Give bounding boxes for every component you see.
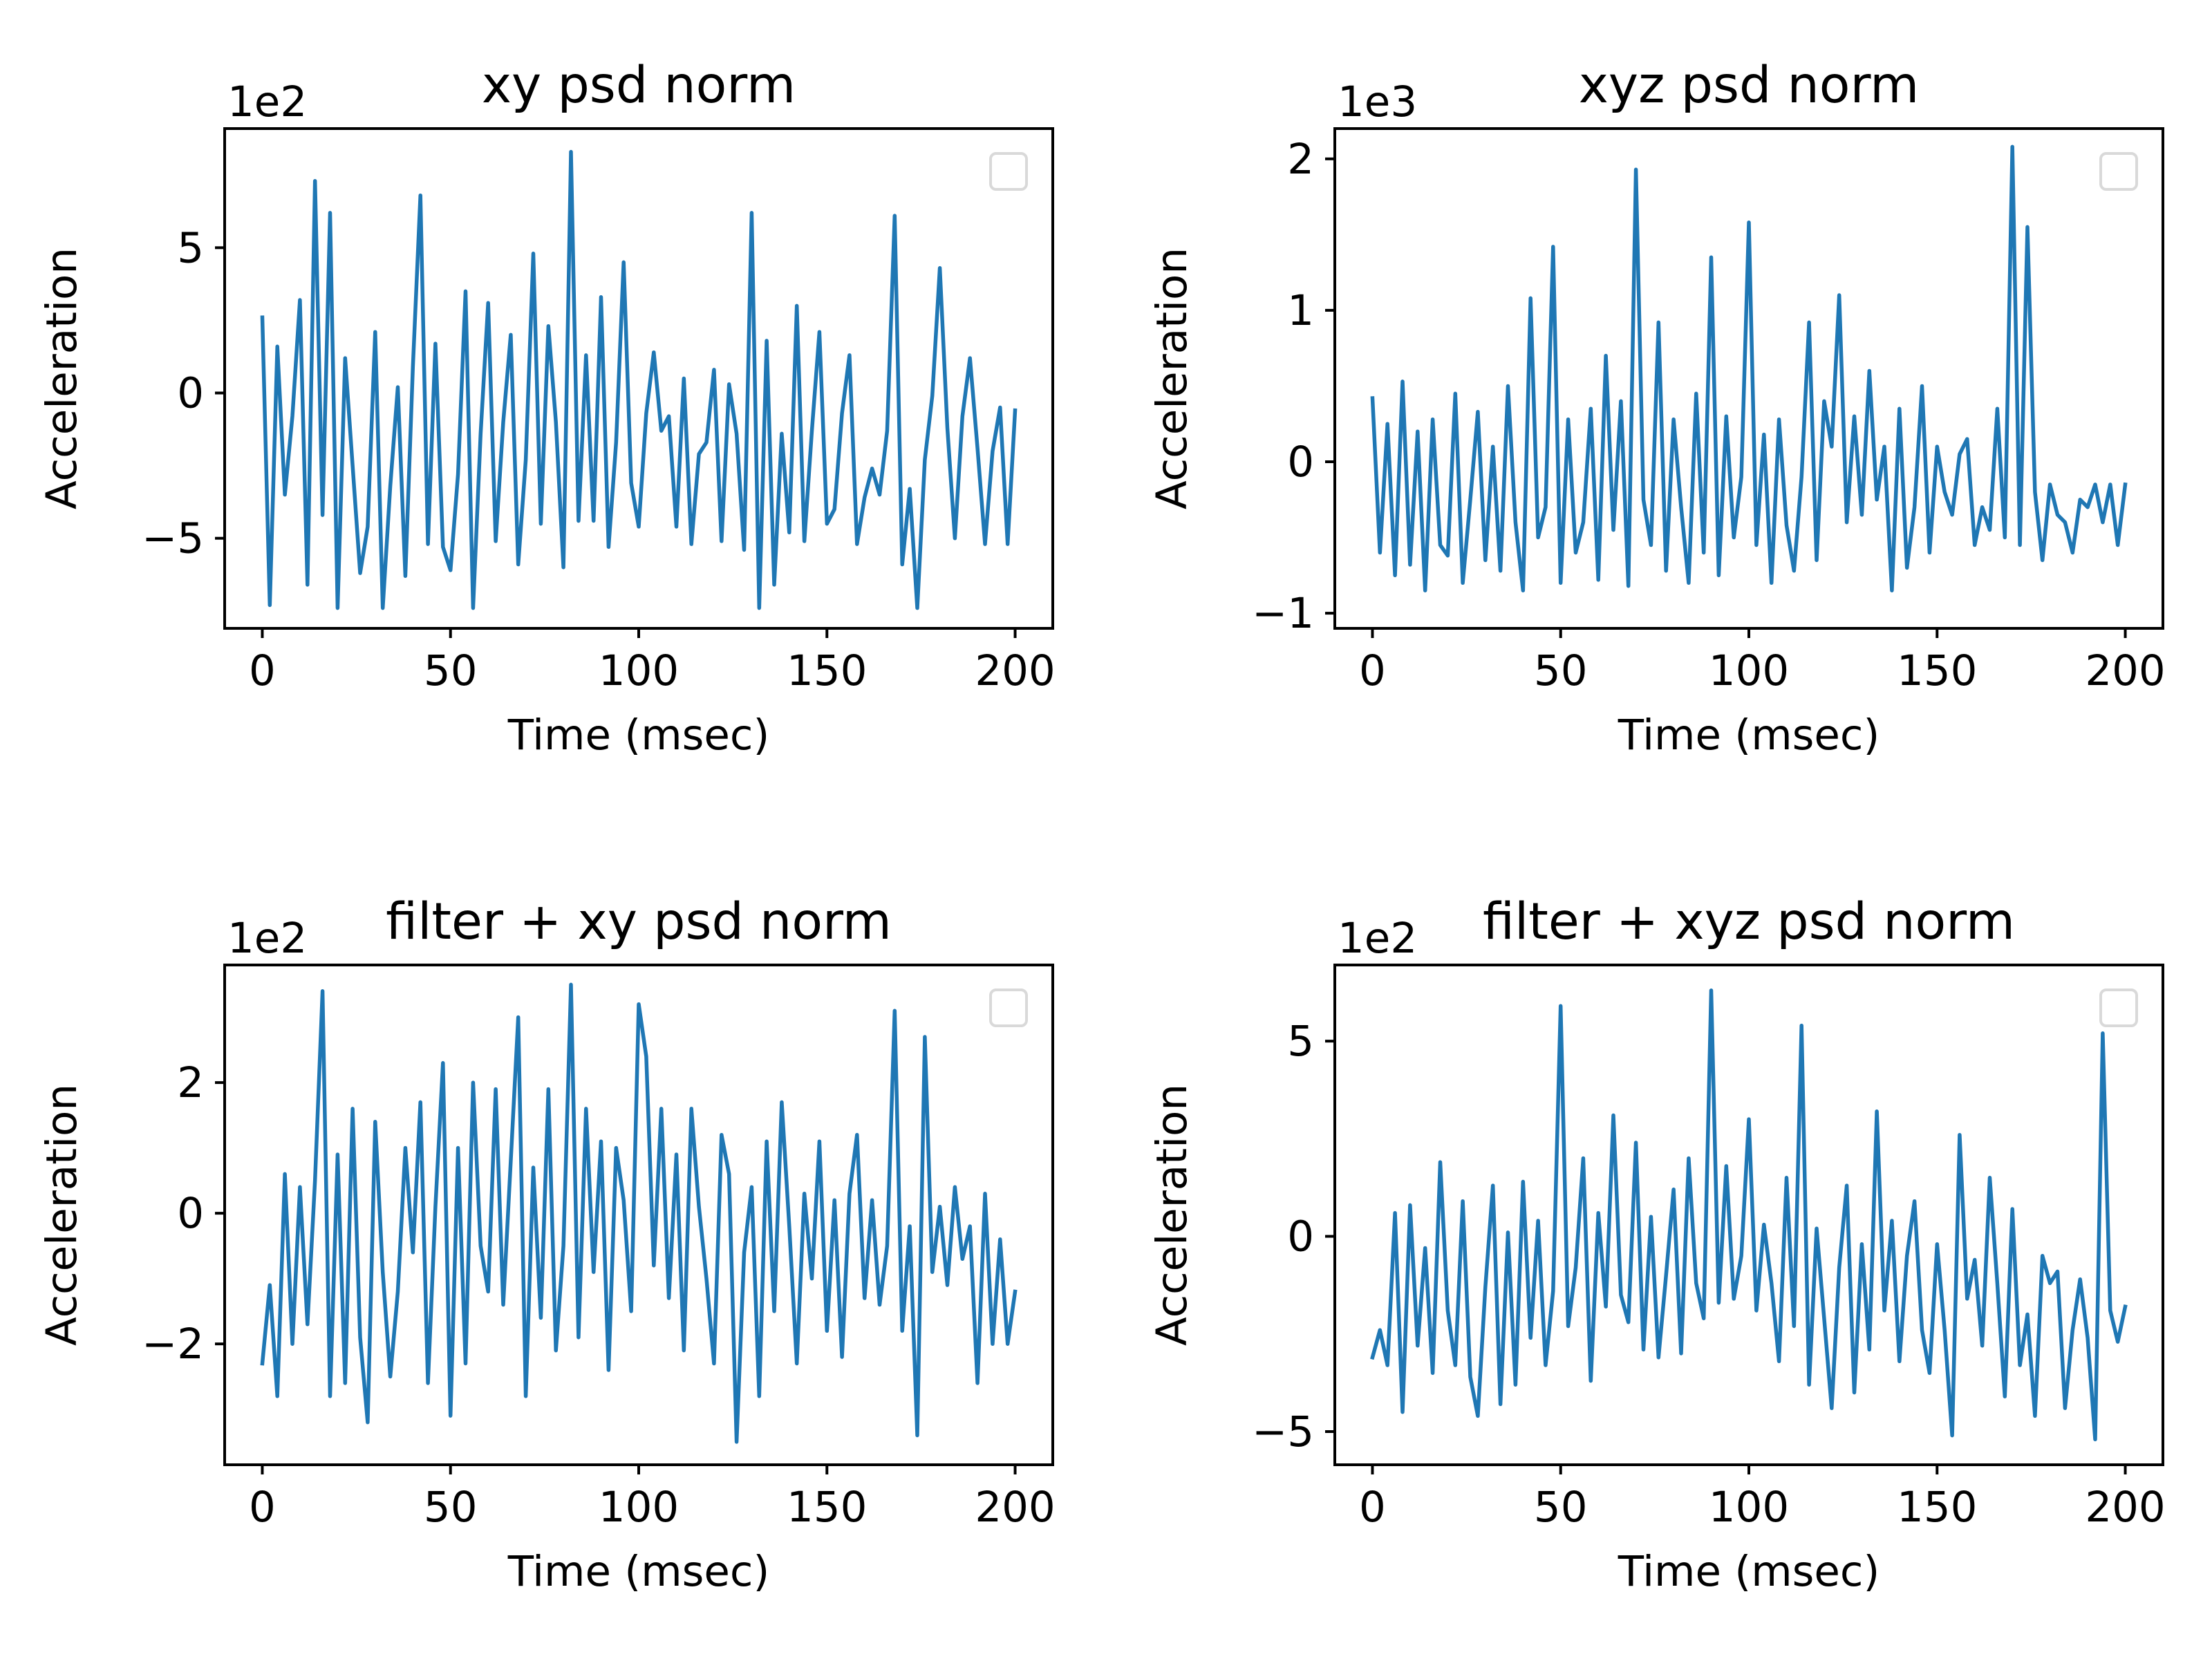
subplot-filter-xyz: 0 50 100 150 200 −5 0 5 1e2 filter + xyz psd norm… [1147, 892, 2166, 1596]
legend-box-xy [989, 152, 1028, 191]
y-tick-label: −1 [1252, 589, 1314, 638]
y-tick-label: 2 [177, 1058, 204, 1107]
axes-frame-filter-xyz [1333, 964, 2164, 1466]
x-tick-label: 0 [1359, 1483, 1386, 1532]
x-tick-label: 150 [1897, 1483, 1977, 1532]
chart-title-xyz: xyz psd norm [1579, 56, 1920, 115]
y-tick-label: 0 [177, 369, 204, 418]
x-tick-label: 50 [1534, 1483, 1588, 1532]
x-tick-label: 100 [1709, 646, 1789, 695]
x-tick-label: 100 [1709, 1483, 1789, 1532]
chart-title-xy: xy psd norm [482, 56, 796, 115]
legend-box-filter-xy [989, 988, 1028, 1027]
y-tick-label: 0 [1287, 1212, 1314, 1262]
y-tick-label: 5 [177, 223, 204, 272]
subplot-xyz: 0 50 100 150 200 −1 0 1 2 1e3 xyz psd norm Time (ms… [1147, 56, 2166, 760]
y-axis-label-xy: Acceleration [37, 247, 86, 509]
chart-title-filter-xyz: filter + xyz psd norm [1483, 892, 2015, 951]
x-tick-label: 100 [599, 1483, 679, 1532]
y-tick-label: −2 [142, 1320, 204, 1369]
x-tick-label: 50 [424, 1483, 478, 1532]
y-tick-label: 0 [177, 1189, 204, 1238]
y-axis-label-xyz: Acceleration [1147, 247, 1197, 509]
y-tick-label: −5 [142, 514, 204, 563]
x-tick-label: 200 [2085, 1483, 2165, 1532]
x-tick-label: 150 [787, 1483, 867, 1532]
axes-frame-xyz [1333, 127, 2164, 630]
offset-text-filter-xy: 1e2 [227, 914, 307, 963]
series-line-xyz [1370, 144, 2128, 592]
offset-text-xyz: 1e3 [1338, 77, 1417, 126]
x-axis-label-xy: Time (msec) [507, 711, 770, 760]
x-tick-label: 50 [424, 646, 478, 695]
y-tick-label: 1 [1287, 286, 1314, 335]
legend-box-xyz [2099, 152, 2138, 191]
chart-title-filter-xy: filter + xy psd norm [386, 892, 892, 951]
x-tick-label: 50 [1534, 646, 1588, 695]
subplot-xy: 0 50 100 150 200 −5 0 5 1e2 xy psd norm Time (msec… [37, 56, 1056, 760]
y-axis-label-filter-xyz: Acceleration [1147, 1084, 1197, 1346]
y-tick-label: −5 [1252, 1407, 1314, 1456]
offset-text-xy: 1e2 [227, 77, 307, 126]
x-tick-label: 150 [787, 646, 867, 695]
x-tick-label: 200 [975, 1483, 1055, 1532]
x-axis-label-filter-xyz: Time (msec) [1618, 1547, 1880, 1596]
series-line-xy [260, 149, 1018, 610]
x-tick-label: 100 [599, 646, 679, 695]
series-line-filter-xyz [1370, 988, 2128, 1442]
offset-text-filter-xyz: 1e2 [1338, 914, 1417, 963]
axes-frame-xy [223, 127, 1054, 630]
x-tick-label: 0 [249, 1483, 276, 1532]
legend-box-filter-xyz [2099, 988, 2138, 1027]
y-tick-label: 2 [1287, 135, 1314, 184]
x-axis-label-filter-xy: Time (msec) [507, 1547, 770, 1596]
x-tick-label: 0 [249, 646, 276, 695]
series-line-filter-xy [260, 982, 1018, 1444]
x-tick-label: 200 [2085, 646, 2165, 695]
x-tick-label: 200 [975, 646, 1055, 695]
y-tick-label: 5 [1287, 1017, 1314, 1066]
x-tick-label: 0 [1359, 646, 1386, 695]
y-axis-label-filter-xy: Acceleration [37, 1084, 86, 1346]
x-tick-label: 150 [1897, 646, 1977, 695]
x-axis-label-xyz: Time (msec) [1618, 711, 1880, 760]
subplot-filter-xy: 0 50 100 150 200 −2 0 2 1e2 filter + xy psd norm T… [37, 892, 1056, 1596]
y-tick-label: 0 [1287, 438, 1314, 487]
